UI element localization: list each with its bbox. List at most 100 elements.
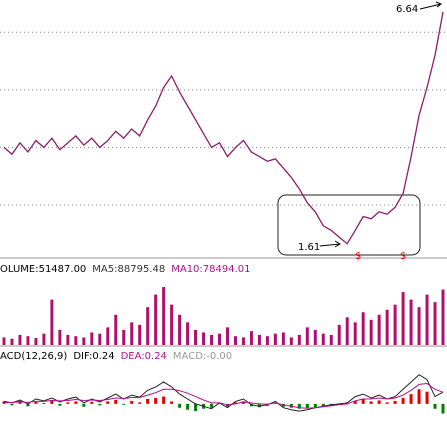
macd-bar	[170, 401, 174, 404]
macd-bar	[122, 403, 126, 405]
macd-line	[3, 374, 444, 412]
volume-bar	[178, 314, 182, 345]
volume-bar	[74, 336, 78, 345]
volume-bar	[162, 287, 166, 345]
macd-bar	[401, 398, 405, 404]
volume-bar	[122, 329, 126, 345]
macd-bar	[74, 401, 78, 404]
price-line	[3, 11, 444, 245]
macd-bar	[353, 400, 357, 404]
max-arrow	[419, 1, 443, 10]
macd-bar	[26, 403, 30, 407]
macd-bar	[385, 402, 389, 404]
min-arrow	[319, 240, 341, 248]
volume-bar	[218, 333, 222, 345]
macd-bar	[321, 403, 325, 407]
macd-bar	[233, 402, 237, 404]
macd-bar	[10, 403, 14, 406]
volume-bar	[98, 333, 102, 345]
macd-bar	[82, 403, 86, 407]
panel-header: MACD:-0.00	[173, 351, 232, 362]
macd-bar	[441, 403, 445, 414]
macd-bar	[178, 403, 182, 408]
panel-header: DEA:0.24	[121, 351, 167, 362]
volume-bar	[233, 336, 237, 345]
volume-bar	[210, 334, 214, 345]
volume-bar	[385, 309, 389, 345]
macd-bar	[210, 403, 214, 408]
volume-bar	[34, 337, 38, 345]
volume-bar	[241, 337, 245, 345]
volume-bar	[170, 304, 174, 345]
volume-bar	[66, 334, 70, 345]
macd-bar	[154, 398, 158, 404]
volume-bar	[130, 322, 134, 345]
volume-bar	[417, 307, 421, 345]
macd-bar	[66, 402, 70, 404]
volume-bar	[393, 304, 397, 345]
volume-bar	[82, 337, 86, 345]
macd-bar	[130, 400, 134, 404]
volume-bar	[401, 292, 405, 345]
volume-bar	[369, 319, 373, 345]
volume-bar	[425, 294, 429, 345]
volume-bar	[353, 322, 357, 345]
volume-bar	[409, 299, 413, 345]
macd-bar	[90, 401, 94, 404]
macd-bar	[393, 400, 397, 404]
macd-bar	[409, 394, 413, 404]
volume-bar	[337, 324, 341, 345]
volume-bar	[345, 317, 349, 345]
macd-bar	[194, 403, 198, 412]
volume-bar	[297, 334, 301, 345]
macd-bar	[241, 401, 245, 404]
panel-header: ACD(12,26,9)	[0, 351, 67, 362]
volume-bar	[114, 314, 118, 345]
volume-bar	[2, 337, 6, 345]
volume-bar	[289, 337, 293, 345]
panel-header: MA10:78494.01	[171, 264, 250, 275]
volume-bar	[138, 324, 142, 345]
volume-bar	[154, 294, 158, 345]
macd-bar	[433, 403, 437, 409]
signal: $	[355, 251, 361, 262]
volume-bar	[10, 338, 14, 345]
volume-bar	[106, 327, 110, 345]
macd-bar	[417, 389, 421, 404]
volume-bar	[90, 332, 94, 345]
volume-bar	[42, 333, 46, 345]
volume-bar	[281, 332, 285, 345]
volume-bar	[377, 314, 381, 345]
macd-bar	[361, 399, 365, 404]
macd-bar	[257, 403, 261, 408]
volume-bar	[313, 329, 317, 345]
volume-bar	[441, 289, 445, 345]
panel-header: OLUME:51487.00	[0, 264, 86, 275]
panel-header: DIF:0.24	[73, 351, 114, 362]
signal: $	[400, 251, 406, 262]
volume-bar	[329, 334, 333, 345]
volume-bar	[146, 307, 150, 345]
volume-bar	[249, 331, 253, 345]
volume-bar	[361, 312, 365, 345]
macd-bar	[138, 402, 142, 404]
volume-bar	[50, 299, 54, 345]
max-label: 6.64	[396, 4, 418, 15]
macd-bar	[114, 399, 118, 404]
volume-bar	[273, 333, 277, 345]
macd-bar	[305, 403, 309, 409]
volume-bar	[321, 333, 325, 345]
volume-bar	[433, 302, 437, 345]
macd-bar	[34, 401, 38, 404]
macd-bar	[106, 401, 110, 404]
volume-bar	[265, 336, 269, 345]
volume-bar	[194, 329, 198, 345]
macd-bar	[225, 403, 229, 407]
macd-bar	[425, 391, 429, 404]
min-label: 1.61	[298, 242, 320, 253]
macd-bar	[313, 403, 317, 408]
macd-bar	[146, 399, 150, 404]
macd-bar	[50, 399, 54, 404]
volume-bar	[305, 327, 309, 345]
highlight-box	[277, 194, 421, 256]
